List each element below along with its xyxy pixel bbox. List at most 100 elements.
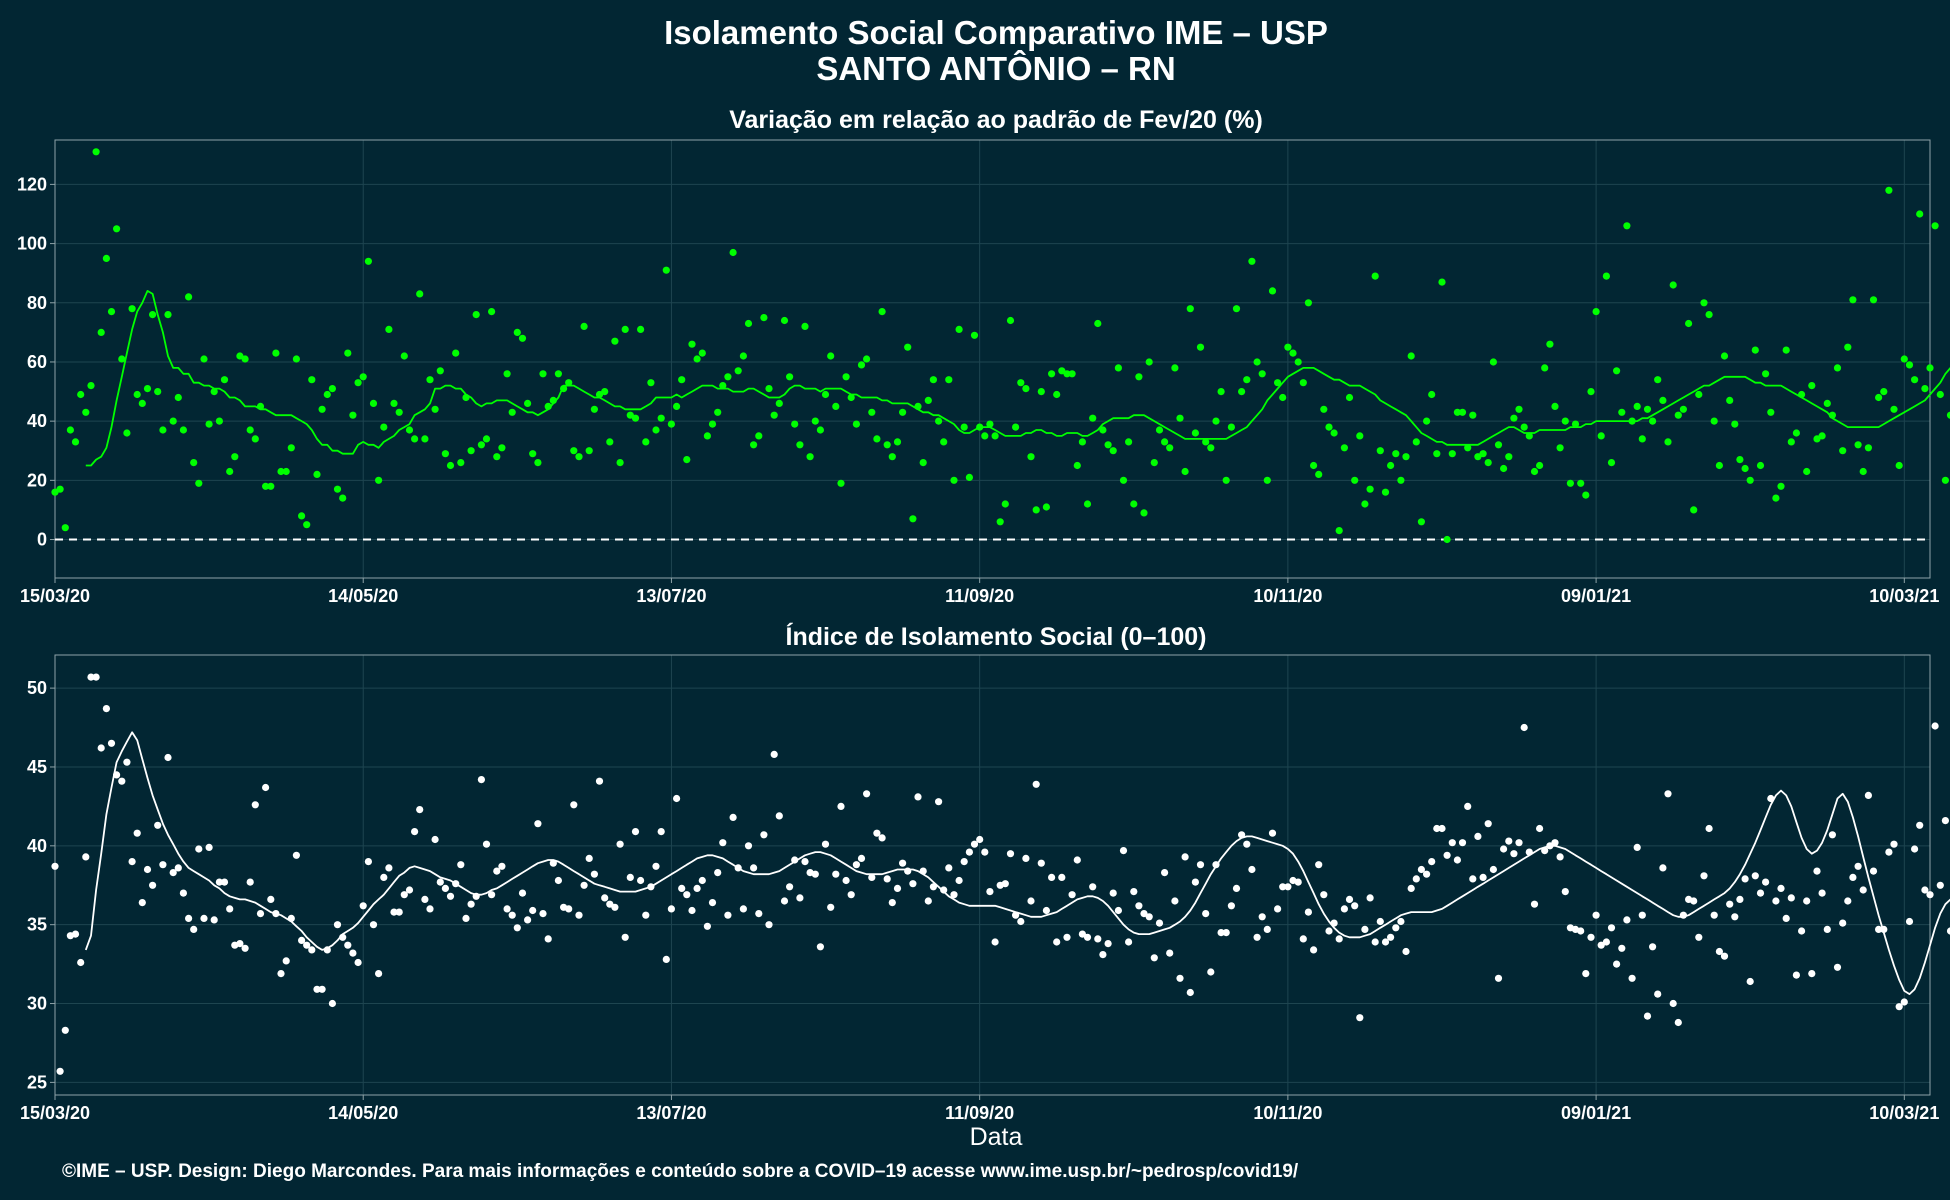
index-data-point	[92, 673, 100, 681]
index-data-point	[123, 758, 131, 766]
index-data-point	[220, 878, 229, 886]
index-data-point	[1412, 875, 1420, 883]
index-data-point	[1048, 873, 1056, 882]
index-data-point	[1417, 865, 1425, 874]
index-data-point	[616, 840, 624, 848]
variation-data-point	[1042, 503, 1050, 511]
index-data-point	[200, 914, 208, 923]
index-data-point	[940, 886, 948, 894]
variation-moving-average-line	[85, 289, 1950, 467]
variation-data-point	[1695, 390, 1703, 399]
index-data-point	[1099, 951, 1107, 959]
variation-data-point	[1792, 429, 1800, 437]
index-data-point	[1155, 919, 1164, 927]
index-data-point	[1643, 1012, 1652, 1020]
variation-data-point	[703, 432, 712, 440]
variation-data-point	[1155, 426, 1164, 434]
index-data-point	[1880, 925, 1888, 934]
variation-data-point	[693, 355, 701, 363]
variation-data-point	[976, 423, 984, 431]
index-data-point	[262, 783, 270, 792]
variation-x-tick-label: 10/03/21	[1869, 586, 1939, 606]
index-data-point	[482, 840, 491, 848]
variation-data-point	[1012, 423, 1020, 431]
index-data-point	[1731, 913, 1739, 921]
variation-data-point	[801, 322, 809, 330]
index-data-point	[1823, 925, 1831, 934]
index-data-point	[1613, 960, 1621, 968]
variation-data-point	[1654, 376, 1662, 384]
index-data-point	[909, 880, 917, 888]
index-data-point	[1387, 933, 1395, 941]
variation-data-point	[1628, 417, 1636, 425]
plot-frame	[54, 139, 1931, 579]
index-data-point	[1140, 910, 1148, 918]
variation-data-point	[1849, 296, 1857, 304]
index-data-point	[1217, 929, 1225, 937]
variation-data-point	[1782, 346, 1790, 354]
index-data-point	[1895, 1003, 1903, 1011]
index-data-point	[1551, 839, 1559, 847]
index-data-point	[1602, 938, 1610, 946]
variation-data-point	[539, 370, 547, 378]
variation-data-point	[688, 340, 696, 348]
index-data-point	[873, 829, 881, 837]
variation-data-point	[909, 515, 917, 523]
index-data-point	[1253, 933, 1261, 941]
index-data-point	[364, 858, 372, 866]
index-data-point	[441, 884, 449, 893]
variation-data-point	[77, 390, 85, 399]
variation-data-point	[1515, 405, 1523, 413]
index-data-point	[791, 856, 799, 864]
variation-data-point	[493, 453, 501, 461]
index-data-point	[991, 938, 999, 946]
index-data-point	[796, 894, 804, 902]
variation-data-point	[1772, 494, 1780, 502]
index-data-point	[698, 876, 706, 885]
variation-data-point	[405, 426, 414, 434]
variation-data-point	[755, 432, 763, 440]
variation-data-point	[1032, 506, 1040, 514]
variation-data-point	[431, 405, 439, 413]
index-data-point	[1335, 935, 1343, 943]
variation-data-point	[549, 396, 557, 404]
index-data-point	[452, 880, 460, 888]
variation-data-point	[1489, 358, 1497, 366]
variation-data-point	[524, 399, 532, 407]
index-data-point	[1726, 900, 1734, 908]
index-data-point	[667, 905, 676, 913]
variation-data-point	[1720, 352, 1729, 360]
index-data-point	[1864, 791, 1872, 800]
index-data-point	[1530, 900, 1539, 908]
variation-data-point	[1253, 358, 1261, 366]
variation-data-point	[637, 325, 645, 333]
index-x-tick-label: 13/07/20	[636, 1103, 706, 1123]
index-data-point	[1032, 780, 1040, 788]
variation-data-point	[1659, 396, 1667, 404]
variation-data-point	[1736, 456, 1744, 464]
variation-data-point	[282, 467, 290, 476]
variation-data-point	[734, 367, 742, 375]
variation-data-point	[863, 355, 871, 363]
index-data-point	[601, 894, 609, 902]
index-data-point	[1397, 917, 1405, 926]
variation-y-tick-label: 40	[27, 411, 47, 431]
index-data-point	[1746, 977, 1754, 986]
index-data-point	[642, 911, 650, 919]
index-data-point	[246, 878, 254, 886]
index-data-point	[821, 840, 830, 848]
index-data-point	[863, 790, 871, 798]
variation-data-point	[1690, 506, 1698, 514]
variation-y-tick-label: 120	[17, 174, 47, 194]
index-data-point	[272, 910, 280, 918]
variation-data-point	[303, 521, 311, 529]
variation-data-point	[1633, 402, 1641, 410]
index-y-tick-label: 35	[27, 915, 47, 935]
variation-data-point	[842, 373, 850, 381]
index-data-point	[1227, 902, 1235, 910]
index-data-point	[1808, 970, 1816, 978]
variation-data-point	[1566, 479, 1574, 487]
variation-data-point	[1083, 500, 1092, 508]
variation-data-point	[1289, 349, 1297, 357]
